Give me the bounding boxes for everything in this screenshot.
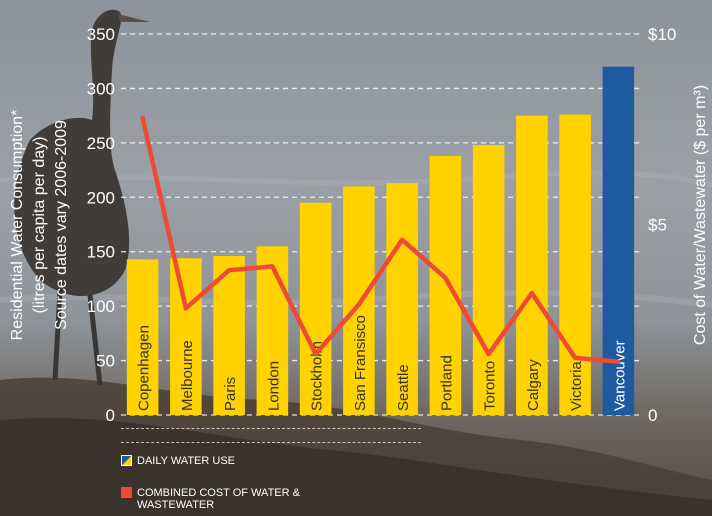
category-label: Toronto <box>482 361 499 411</box>
bar-paris <box>213 256 245 415</box>
category-label: Victoria <box>568 361 585 411</box>
y-axis-title-line: Source dates vary 2006-2009 <box>53 120 70 330</box>
legend-divider-top <box>121 428 421 429</box>
category-label: Copenhagen <box>136 325 153 411</box>
gridlines <box>121 33 640 416</box>
category-labels: Copenhagen Melbourne Paris London Stockholm S… <box>136 315 629 411</box>
bars <box>126 66 635 416</box>
y-tick-label: 150 <box>87 243 115 262</box>
y-tick-label: 200 <box>87 188 115 207</box>
heron-silhouette <box>14 9 150 386</box>
category-label: London <box>265 361 282 411</box>
bar-stockholm <box>299 202 332 415</box>
y2-tick-label: $10 <box>648 25 676 44</box>
bar-seattle <box>386 183 418 415</box>
bar-toronto <box>472 145 505 415</box>
y-tick-label: 300 <box>87 79 115 98</box>
y-tick-label: 0 <box>106 406 115 425</box>
y-axis-title-line: Residential Water Consumption* <box>9 110 26 341</box>
y2-axis-title: Cost of Water/Wastewater ($ per m³) <box>692 85 709 345</box>
y2-tick-label: 0 <box>648 406 657 425</box>
bar-melbourne <box>170 258 202 415</box>
legend-label-cost: COMBINED COST OF WATER & WASTEWATER <box>137 487 300 511</box>
category-label: Portland <box>438 355 455 411</box>
category-label: Stockholm <box>309 341 326 411</box>
y2-axis-title-text: Cost of Water/Wastewater ($ per m³) <box>692 85 709 345</box>
category-label: San Fransisco <box>352 315 369 411</box>
y2-tick-label: $5 <box>648 216 667 235</box>
legend-swatch-cost <box>121 487 132 498</box>
y-tick-label: 50 <box>96 352 115 371</box>
bar-portland <box>429 155 462 416</box>
y2-axis-ticks: 0 $5 $10 <box>648 25 676 425</box>
category-label: Paris <box>222 377 239 411</box>
legend-swatch-water <box>121 455 132 466</box>
bar-victoria <box>559 114 591 415</box>
category-label: Melbourne <box>179 340 196 411</box>
legend-label-water: DAILY WATER USE <box>137 455 236 467</box>
cost-line <box>140 115 621 364</box>
y-axis-ticks: 0 50 100 150 200 250 300 350 <box>87 25 115 425</box>
y-axis-title: Residential Water Consumption* (litres pe… <box>9 110 70 341</box>
y-axis-title-line: (litres per capita per day) <box>31 137 48 314</box>
bar-copenhagen <box>126 259 159 415</box>
legend-item-water: DAILY WATER USE <box>121 455 235 468</box>
category-label: Calgary <box>525 359 542 411</box>
y-tick-label: 350 <box>87 25 115 44</box>
bar-calgary <box>516 115 548 416</box>
bar-vancouver <box>602 66 635 416</box>
y-tick-label: 100 <box>87 297 115 316</box>
legend-item-cost: COMBINED COST OF WATER & WASTEWATER <box>121 487 371 511</box>
bar-london <box>256 246 289 415</box>
cost-series-line <box>140 115 621 364</box>
category-label: Vancouver <box>611 340 628 411</box>
y-tick-label: 250 <box>87 134 115 153</box>
category-label: Seattle <box>395 364 412 411</box>
legend-divider <box>121 442 421 443</box>
